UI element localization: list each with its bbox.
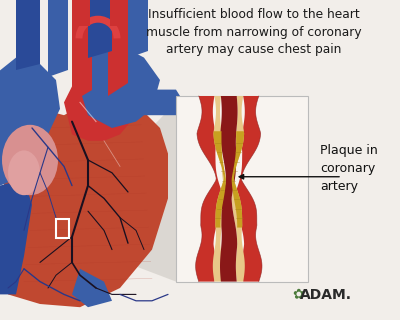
Polygon shape (0, 179, 32, 294)
Text: Insufficient blood flow to the heart
muscle from narrowing of coronary
artery ma: Insufficient blood flow to the heart mus… (146, 8, 362, 56)
Polygon shape (220, 96, 238, 282)
Polygon shape (0, 58, 60, 186)
Polygon shape (232, 131, 244, 228)
Bar (110, 0, 126, 26)
Polygon shape (4, 90, 168, 307)
Text: ADAM.: ADAM. (300, 288, 352, 302)
Ellipse shape (8, 150, 40, 195)
Polygon shape (72, 269, 112, 307)
Polygon shape (64, 58, 136, 141)
Polygon shape (80, 45, 160, 128)
Polygon shape (214, 131, 226, 228)
Polygon shape (88, 0, 112, 58)
Polygon shape (213, 96, 226, 282)
Polygon shape (144, 90, 184, 115)
Ellipse shape (2, 125, 58, 195)
Polygon shape (128, 0, 148, 58)
Polygon shape (196, 96, 224, 282)
Polygon shape (234, 96, 262, 282)
Bar (56, 219, 69, 238)
Polygon shape (232, 96, 245, 282)
Polygon shape (108, 0, 128, 96)
Text: ✿: ✿ (292, 287, 304, 301)
Bar (74, 0, 90, 26)
Polygon shape (58, 102, 176, 282)
Bar (176, 96, 308, 282)
Polygon shape (48, 0, 68, 77)
Text: Plaque in
coronary
artery: Plaque in coronary artery (320, 143, 378, 193)
Polygon shape (72, 0, 92, 102)
Polygon shape (16, 0, 40, 70)
